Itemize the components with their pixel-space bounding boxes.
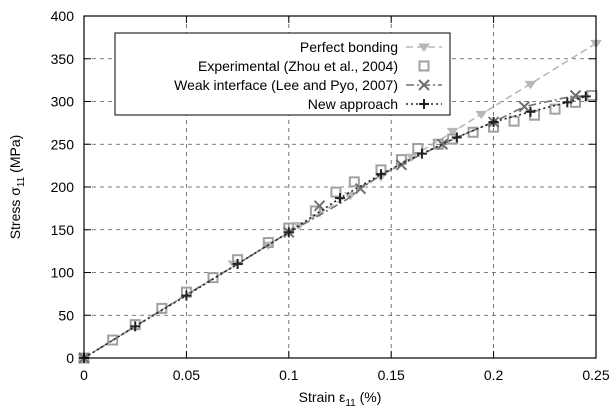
data-point xyxy=(446,127,459,137)
data-point xyxy=(524,80,537,90)
data-point xyxy=(508,115,520,127)
y-tick-label: 350 xyxy=(51,51,75,67)
data-point xyxy=(518,100,531,113)
series-3 xyxy=(78,89,586,364)
y-axis-label: Stress σ11 (MPa) xyxy=(7,135,27,240)
data-point xyxy=(562,97,573,108)
x-tick-label: 0.2 xyxy=(484,367,504,383)
legend-entry-marker xyxy=(419,99,429,109)
y-tick-label: 200 xyxy=(51,179,75,195)
data-point xyxy=(283,227,294,238)
data-point xyxy=(130,321,141,332)
data-point xyxy=(525,106,536,117)
y-tick-label: 0 xyxy=(66,350,74,366)
series-line xyxy=(83,95,587,359)
data-point xyxy=(330,186,342,198)
legend-entry-marker xyxy=(418,79,430,91)
legend-entry-label: Experimental (Zhou et al., 2004) xyxy=(198,58,398,74)
data-point xyxy=(580,91,591,102)
y-tick-label: 150 xyxy=(51,222,75,238)
legend-entry-label: Weak interface (Lee and Pyo, 2007) xyxy=(174,77,398,93)
data-point xyxy=(451,132,462,143)
series-line xyxy=(83,94,586,359)
data-point xyxy=(488,117,499,128)
y-tick-label: 50 xyxy=(58,307,74,323)
series-layer xyxy=(78,39,602,364)
data-point xyxy=(475,110,488,120)
x-tick-label: 0.25 xyxy=(582,367,609,383)
legend-entry-marker xyxy=(418,60,430,72)
data-point xyxy=(207,272,219,284)
legend-entry-label: Perfect bonding xyxy=(300,39,398,55)
y-tick-label: 250 xyxy=(51,136,75,152)
series-4 xyxy=(79,91,591,363)
data-point xyxy=(107,334,119,346)
data-point xyxy=(375,169,386,180)
data-point xyxy=(348,176,360,188)
legend: Perfect bonding Experimental (Zhou et al.… xyxy=(114,32,451,116)
x-tick-label: 0 xyxy=(80,367,88,383)
legend-box xyxy=(114,32,451,116)
tick-layer: 0 0.05 0.1 0.15 0.2 0.25 0 50 100 150 200 250 300 350… xyxy=(51,8,610,383)
y-tick-label: 400 xyxy=(51,8,75,24)
data-point xyxy=(354,183,367,195)
x-tick-label: 0.05 xyxy=(173,367,200,383)
data-point xyxy=(335,193,345,204)
data-point xyxy=(232,258,243,269)
legend-entry-label: New approach xyxy=(308,96,398,112)
y-tick-label: 300 xyxy=(51,94,75,110)
series-2 xyxy=(78,90,598,364)
data-point xyxy=(416,148,427,159)
x-tick-label: 0.15 xyxy=(378,367,405,383)
data-point xyxy=(436,138,449,150)
x-tick-label: 0.1 xyxy=(279,367,299,383)
y-tick-label: 100 xyxy=(51,265,75,281)
x-axis-label: Strain ε11 (%) xyxy=(299,389,382,409)
data-point xyxy=(181,290,192,301)
data-point xyxy=(549,103,561,115)
legend-entry-marker xyxy=(418,43,430,52)
